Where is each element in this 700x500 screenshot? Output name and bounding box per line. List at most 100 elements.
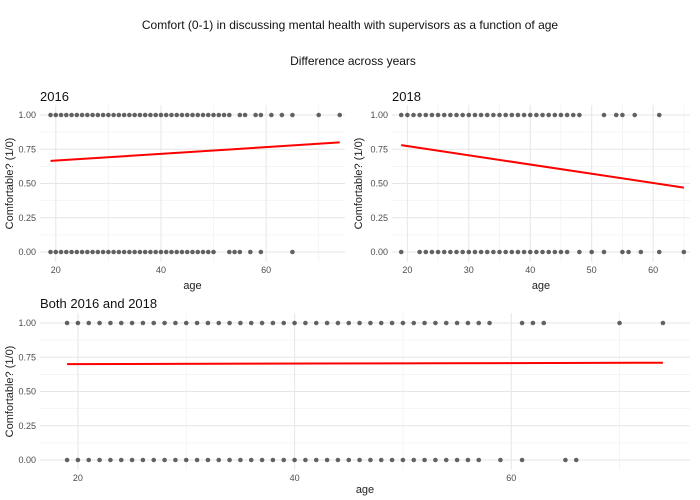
data-point (194, 320, 200, 326)
data-point (48, 112, 53, 118)
data-point (132, 249, 137, 255)
data-point (509, 249, 515, 255)
data-point (660, 320, 666, 326)
data-point (540, 112, 545, 118)
data-point (140, 320, 146, 326)
data-point (368, 320, 373, 326)
data-point (74, 112, 80, 118)
data-point (248, 457, 254, 463)
y-axis-label: Comfortable? (1/0) (4, 346, 16, 438)
data-point (237, 249, 243, 255)
data-point (100, 249, 106, 255)
data-point (100, 112, 106, 118)
data-point (313, 457, 319, 463)
data-point (472, 249, 478, 255)
data-point (454, 112, 459, 118)
x-tick-label: 40 (525, 265, 535, 275)
data-point (443, 320, 449, 326)
data-point (259, 457, 265, 463)
data-point (121, 112, 127, 118)
data-point (151, 320, 157, 326)
data-point (324, 457, 330, 463)
data-point (521, 249, 527, 255)
data-point (357, 457, 362, 463)
data-point (411, 320, 417, 326)
x-tick-label: 60 (648, 265, 658, 275)
y-tick-label: 0.75 (370, 144, 388, 154)
data-point (563, 457, 568, 463)
panel-title: Both 2016 and 2018 (40, 296, 157, 311)
data-point (238, 320, 243, 326)
data-point (137, 112, 143, 118)
x-tick-label: 30 (464, 265, 474, 275)
data-point (620, 112, 625, 118)
data-point (227, 249, 232, 255)
data-point (53, 112, 59, 118)
data-point (90, 249, 95, 255)
data-point (205, 457, 211, 463)
data-point (552, 249, 558, 255)
data-point (269, 112, 274, 118)
y-tick-label: 0.00 (18, 455, 36, 465)
data-point (472, 112, 478, 118)
data-point (389, 320, 395, 326)
data-point (174, 249, 180, 255)
data-point (270, 457, 276, 463)
data-point (484, 112, 490, 118)
data-point (127, 249, 132, 255)
data-point (116, 112, 122, 118)
data-point (564, 112, 570, 118)
data-point (324, 320, 330, 326)
data-point (303, 457, 308, 463)
data-point (205, 320, 211, 326)
data-point (183, 320, 189, 326)
panel-1: 0.00 0.25 0.50 0.75 1.00 20 40 60 2016 age Comfort… (4, 89, 345, 292)
x-tick-label: 50 (587, 265, 597, 275)
x-tick-label: 20 (73, 473, 83, 483)
data-point (227, 112, 232, 118)
data-point (95, 112, 101, 118)
data-point (190, 249, 195, 255)
data-point (460, 249, 465, 255)
data-point (75, 320, 81, 326)
data-point (227, 457, 232, 463)
data-point (466, 112, 472, 118)
data-point (216, 320, 222, 326)
data-point (433, 320, 438, 326)
data-point (205, 249, 211, 255)
data-point (448, 249, 453, 255)
data-point (346, 457, 352, 463)
data-point (95, 249, 101, 255)
data-point (435, 112, 441, 118)
data-point (281, 457, 287, 463)
data-point (162, 320, 167, 326)
panels: 0.00 0.25 0.50 0.75 1.00 20 40 60 2016 age Comfort… (4, 89, 690, 496)
data-point (441, 112, 447, 118)
data-point (398, 112, 404, 118)
data-point (484, 249, 490, 255)
data-point (97, 320, 102, 326)
data-point (478, 112, 484, 118)
data-point (465, 320, 471, 326)
data-point (601, 249, 607, 255)
data-point (148, 112, 153, 118)
data-point (129, 320, 135, 326)
data-point (573, 457, 579, 463)
data-point (405, 112, 410, 118)
data-point (411, 457, 417, 463)
data-point (519, 457, 525, 463)
data-point (205, 112, 211, 118)
data-point (435, 249, 441, 255)
data-point (118, 457, 124, 463)
data-point (626, 249, 631, 255)
data-point (238, 457, 243, 463)
data-point (200, 249, 206, 255)
data-point (169, 112, 174, 118)
data-point (58, 112, 64, 118)
data-point (601, 112, 607, 118)
data-point (279, 112, 285, 118)
data-point (211, 112, 216, 118)
data-point (184, 249, 190, 255)
data-point (503, 112, 508, 118)
data-point (281, 320, 287, 326)
